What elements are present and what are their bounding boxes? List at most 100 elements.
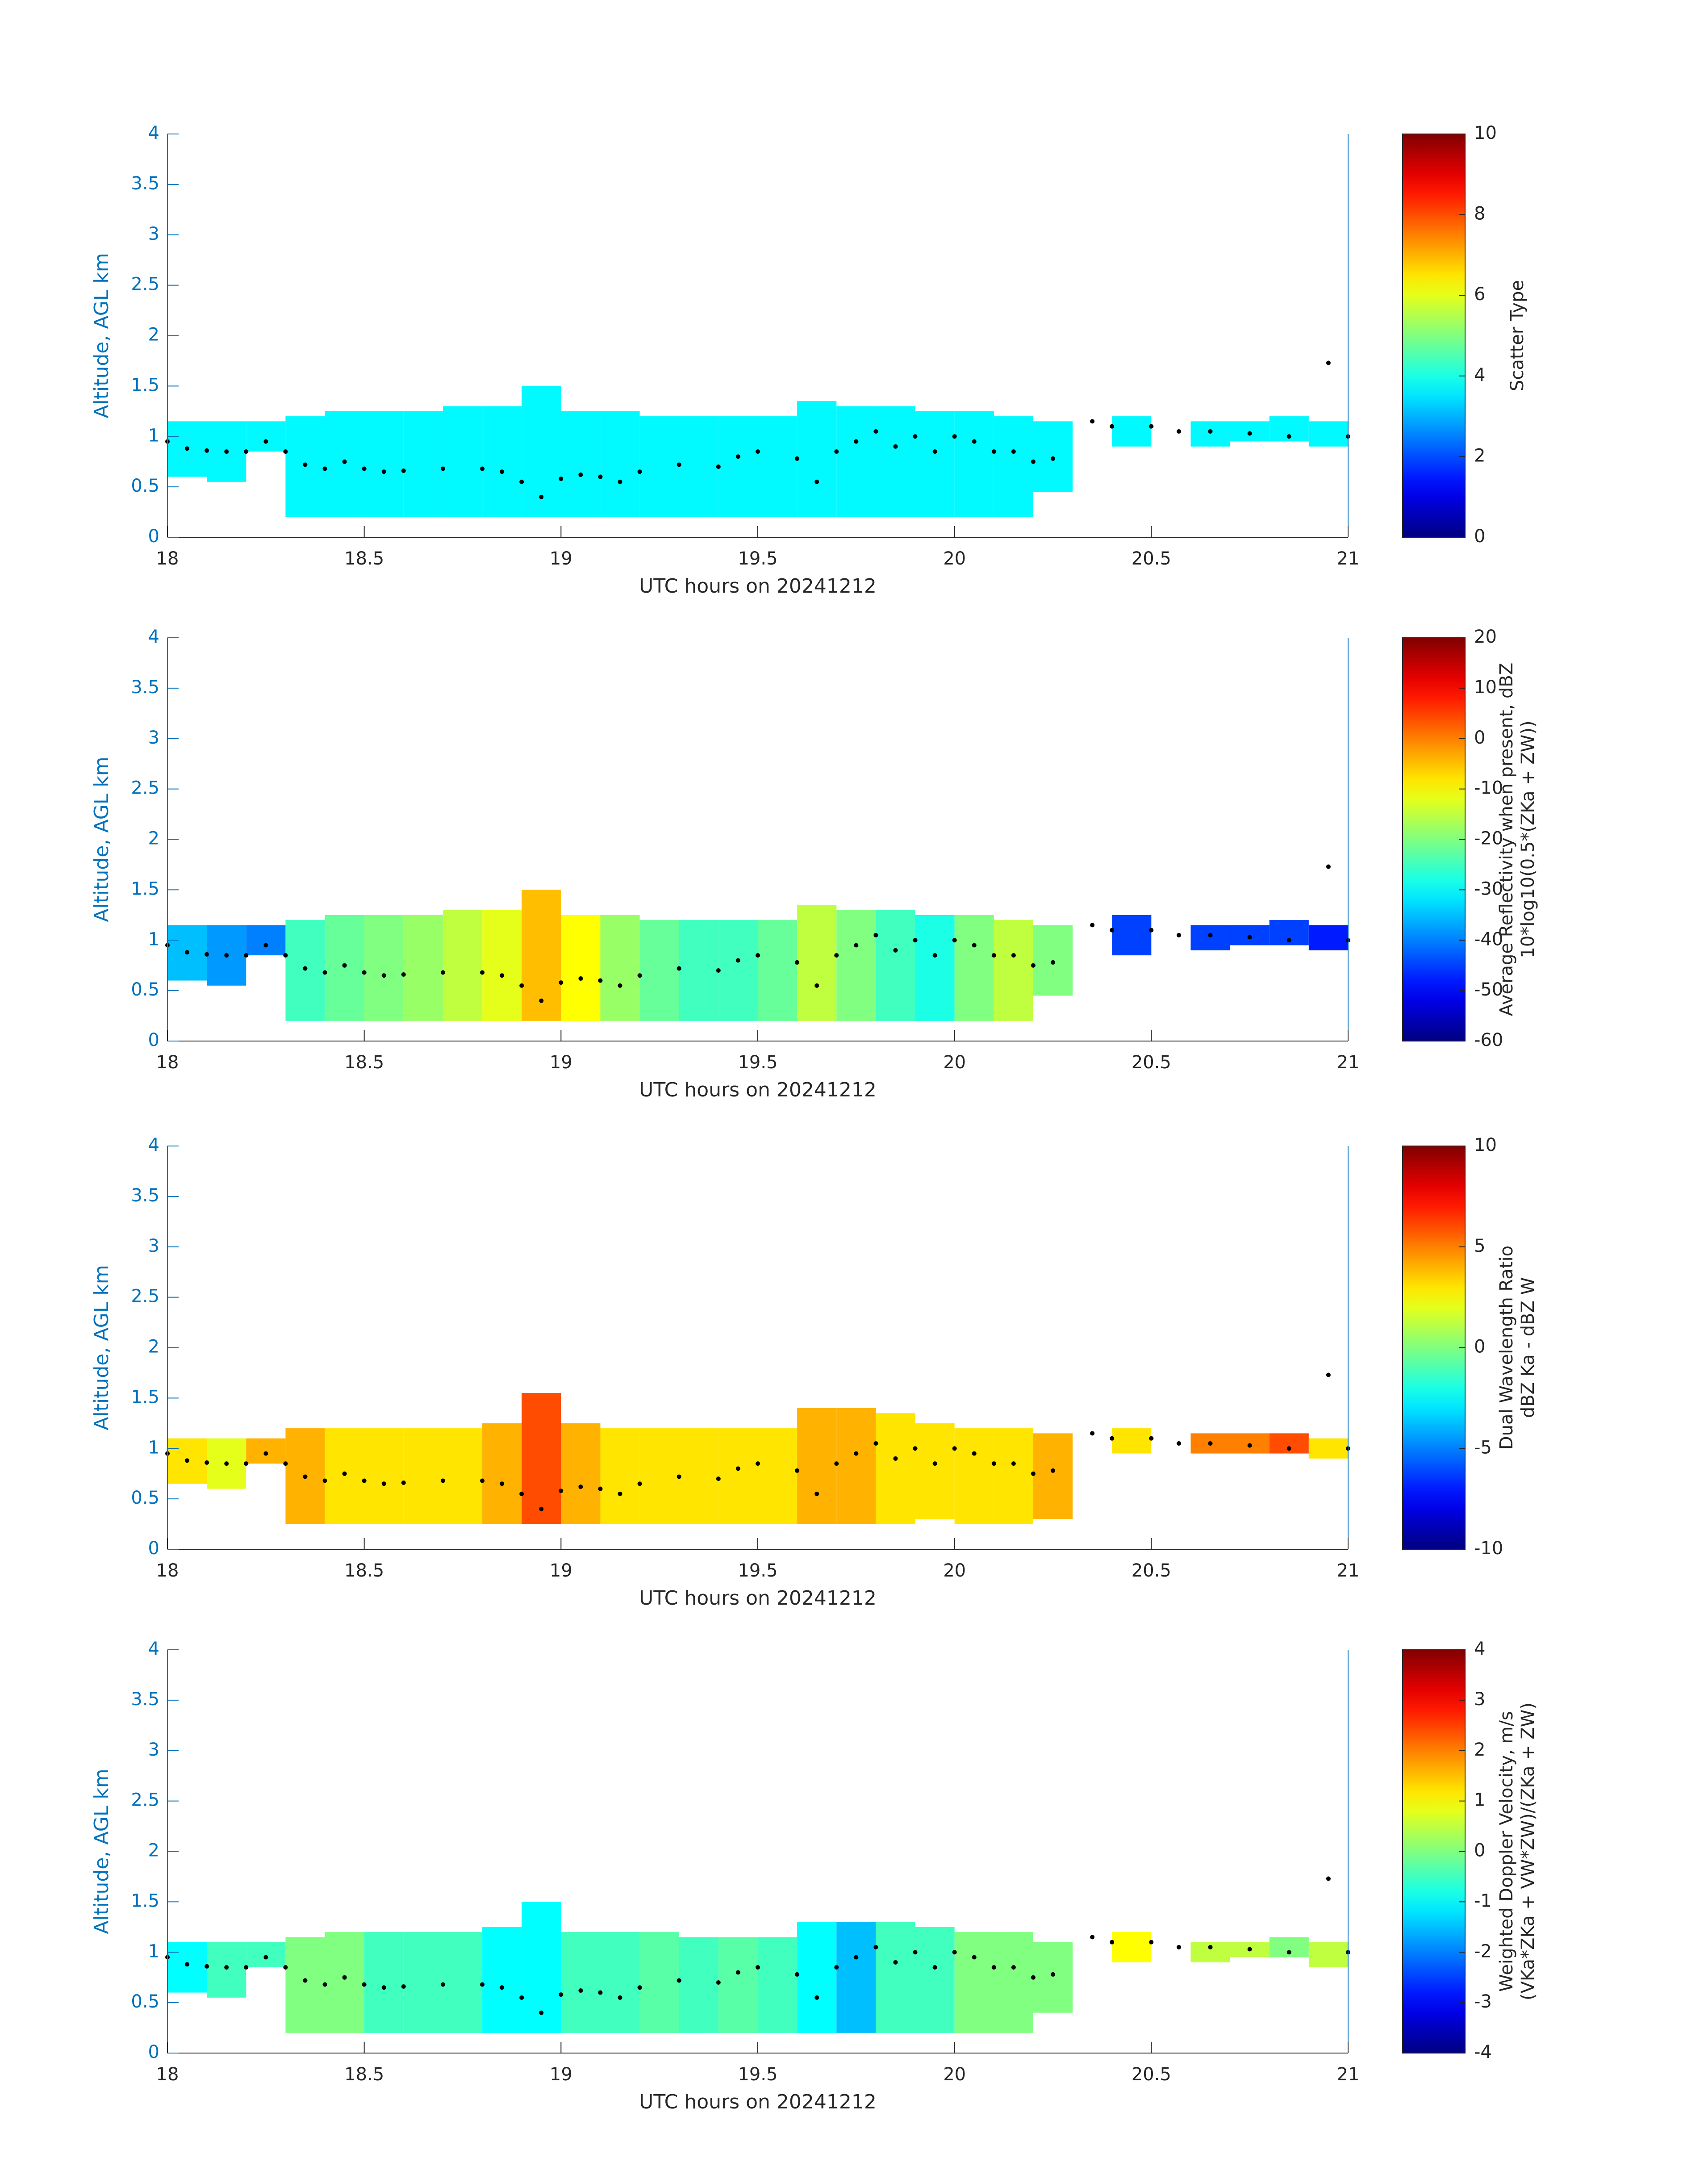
cloud-base-dot	[598, 1486, 603, 1491]
data-cell	[246, 1942, 286, 1968]
x-tick-label: 18.5	[344, 1560, 384, 1581]
y-tick-label: 1	[148, 1941, 159, 1962]
data-cell	[1308, 1942, 1348, 1968]
cloud-base-dot	[1326, 360, 1331, 365]
data-cell	[836, 406, 876, 517]
cloud-base-dot	[381, 973, 386, 978]
y-tick-label: 3	[148, 1236, 159, 1256]
cloud-base-dot	[1031, 1471, 1036, 1476]
cloud-base-dot	[1326, 1372, 1331, 1377]
data-cell	[600, 1932, 640, 2033]
data-cell	[1190, 421, 1230, 447]
data-cell	[246, 925, 286, 956]
cloud-base-dot	[519, 1491, 524, 1496]
cloud-base-dot	[1090, 1935, 1095, 1940]
cloud-base-dot	[873, 1945, 878, 1949]
cloud-base-dot	[893, 1960, 898, 1965]
x-tick-label: 19.5	[738, 2064, 777, 2085]
cloud-base-dot	[263, 439, 268, 444]
colorbar	[1402, 134, 1466, 538]
cloud-base-dot	[381, 1481, 386, 1486]
cloud-base-dot	[1090, 923, 1095, 928]
colorbar-tick-label: 4	[1474, 1639, 1485, 1659]
cloud-base-dot	[618, 1491, 622, 1496]
data-cell	[600, 1428, 640, 1524]
y-tick-label: 2	[148, 325, 159, 345]
cloud-base-dot	[952, 1446, 957, 1451]
cloud-base-dot	[1011, 1965, 1016, 1970]
cloud-base-dot	[1110, 1436, 1115, 1441]
cloud-base-dot	[342, 963, 347, 968]
cloud-base-dot	[991, 1461, 996, 1466]
cloud-base-dot	[756, 953, 760, 958]
data-cell	[364, 1428, 404, 1524]
cloud-base-dot	[519, 1995, 524, 2000]
y-tick-label: 1.5	[131, 375, 159, 395]
colorbar-tick-label: 20	[1474, 627, 1497, 647]
cloud-base-dot	[618, 983, 622, 988]
colorbar-tick-label: 0	[1474, 728, 1485, 748]
colorbar-tick-label: 5	[1474, 1236, 1485, 1256]
y-tick-label: 3.5	[131, 1185, 159, 1206]
colorbar-label: Weighted Doppler Velocity, m/s	[1496, 1711, 1517, 1992]
data-cell	[915, 915, 955, 1021]
cloud-base-dot	[322, 1982, 327, 1987]
y-tick-label: 4	[148, 1135, 159, 1155]
cloud-base-dot	[185, 950, 190, 955]
cloud-base-dot	[972, 943, 977, 948]
data-cell	[325, 1428, 364, 1524]
y-tick-label: 0	[148, 1030, 159, 1050]
data-cell	[1112, 915, 1152, 956]
cloud-base-dot	[362, 466, 367, 471]
cloud-base-dot	[913, 1950, 918, 1955]
cloud-base-dot	[440, 1478, 445, 1483]
colorbar	[1402, 1649, 1466, 2054]
data-cell	[876, 910, 915, 1021]
colorbar-tick-label: 2	[1474, 1740, 1485, 1760]
y-tick-label: 1.5	[131, 878, 159, 899]
cloud-base-dot	[618, 1995, 622, 2000]
data-cell	[797, 905, 837, 1021]
y-tick-label: 3	[148, 224, 159, 244]
cloud-base-dot	[913, 1446, 918, 1451]
colorbar-tick-label: 0	[1474, 526, 1485, 547]
data-cell	[994, 1428, 1033, 1524]
cloud-base-dot	[283, 1965, 288, 1970]
y-tick-label: 0.5	[131, 979, 159, 1000]
data-cell	[600, 915, 640, 1021]
x-axis-label: UTC hours on 20241212	[639, 575, 877, 598]
x-tick-label: 18	[156, 548, 179, 569]
data-cell	[246, 421, 286, 452]
data-cell	[954, 1932, 994, 2033]
cloud-base-dot	[1247, 1947, 1252, 1952]
cloud-base-dot	[1208, 1945, 1213, 1949]
cloud-base-dot	[932, 953, 937, 958]
data-cell	[482, 406, 522, 517]
cloud-base-dot	[1149, 928, 1154, 933]
y-tick-label: 4	[148, 627, 159, 647]
cloud-base-dot	[735, 1466, 740, 1471]
data-cell	[1112, 1428, 1152, 1454]
data-cell	[443, 406, 483, 517]
data-cell	[994, 920, 1033, 1021]
cloud-base-dot	[1247, 431, 1252, 436]
cloud-base-dot	[224, 1965, 229, 1970]
cloud-base-dot	[263, 943, 268, 948]
cloud-base-dot	[598, 1990, 603, 1995]
cloud-base-dot	[322, 466, 327, 471]
cloud-base-dot	[795, 960, 800, 965]
cloud-base-dot	[677, 1978, 681, 1983]
cloud-base-dot	[224, 449, 229, 454]
y-tick-label: 3	[148, 1740, 159, 1760]
cloud-base-dot	[401, 468, 406, 473]
cloud-base-dot	[244, 1965, 249, 1970]
cloud-base-dot	[381, 1985, 386, 1990]
cloud-base-dot	[244, 953, 249, 958]
cloud-base-dot	[559, 477, 564, 481]
cloud-base-dot	[322, 1478, 327, 1483]
y-tick-label: 2	[148, 828, 159, 849]
cloud-base-dot	[401, 972, 406, 977]
cloud-base-dot	[440, 1982, 445, 1987]
cloud-base-dot	[1247, 935, 1252, 940]
data-cell	[561, 1423, 601, 1524]
